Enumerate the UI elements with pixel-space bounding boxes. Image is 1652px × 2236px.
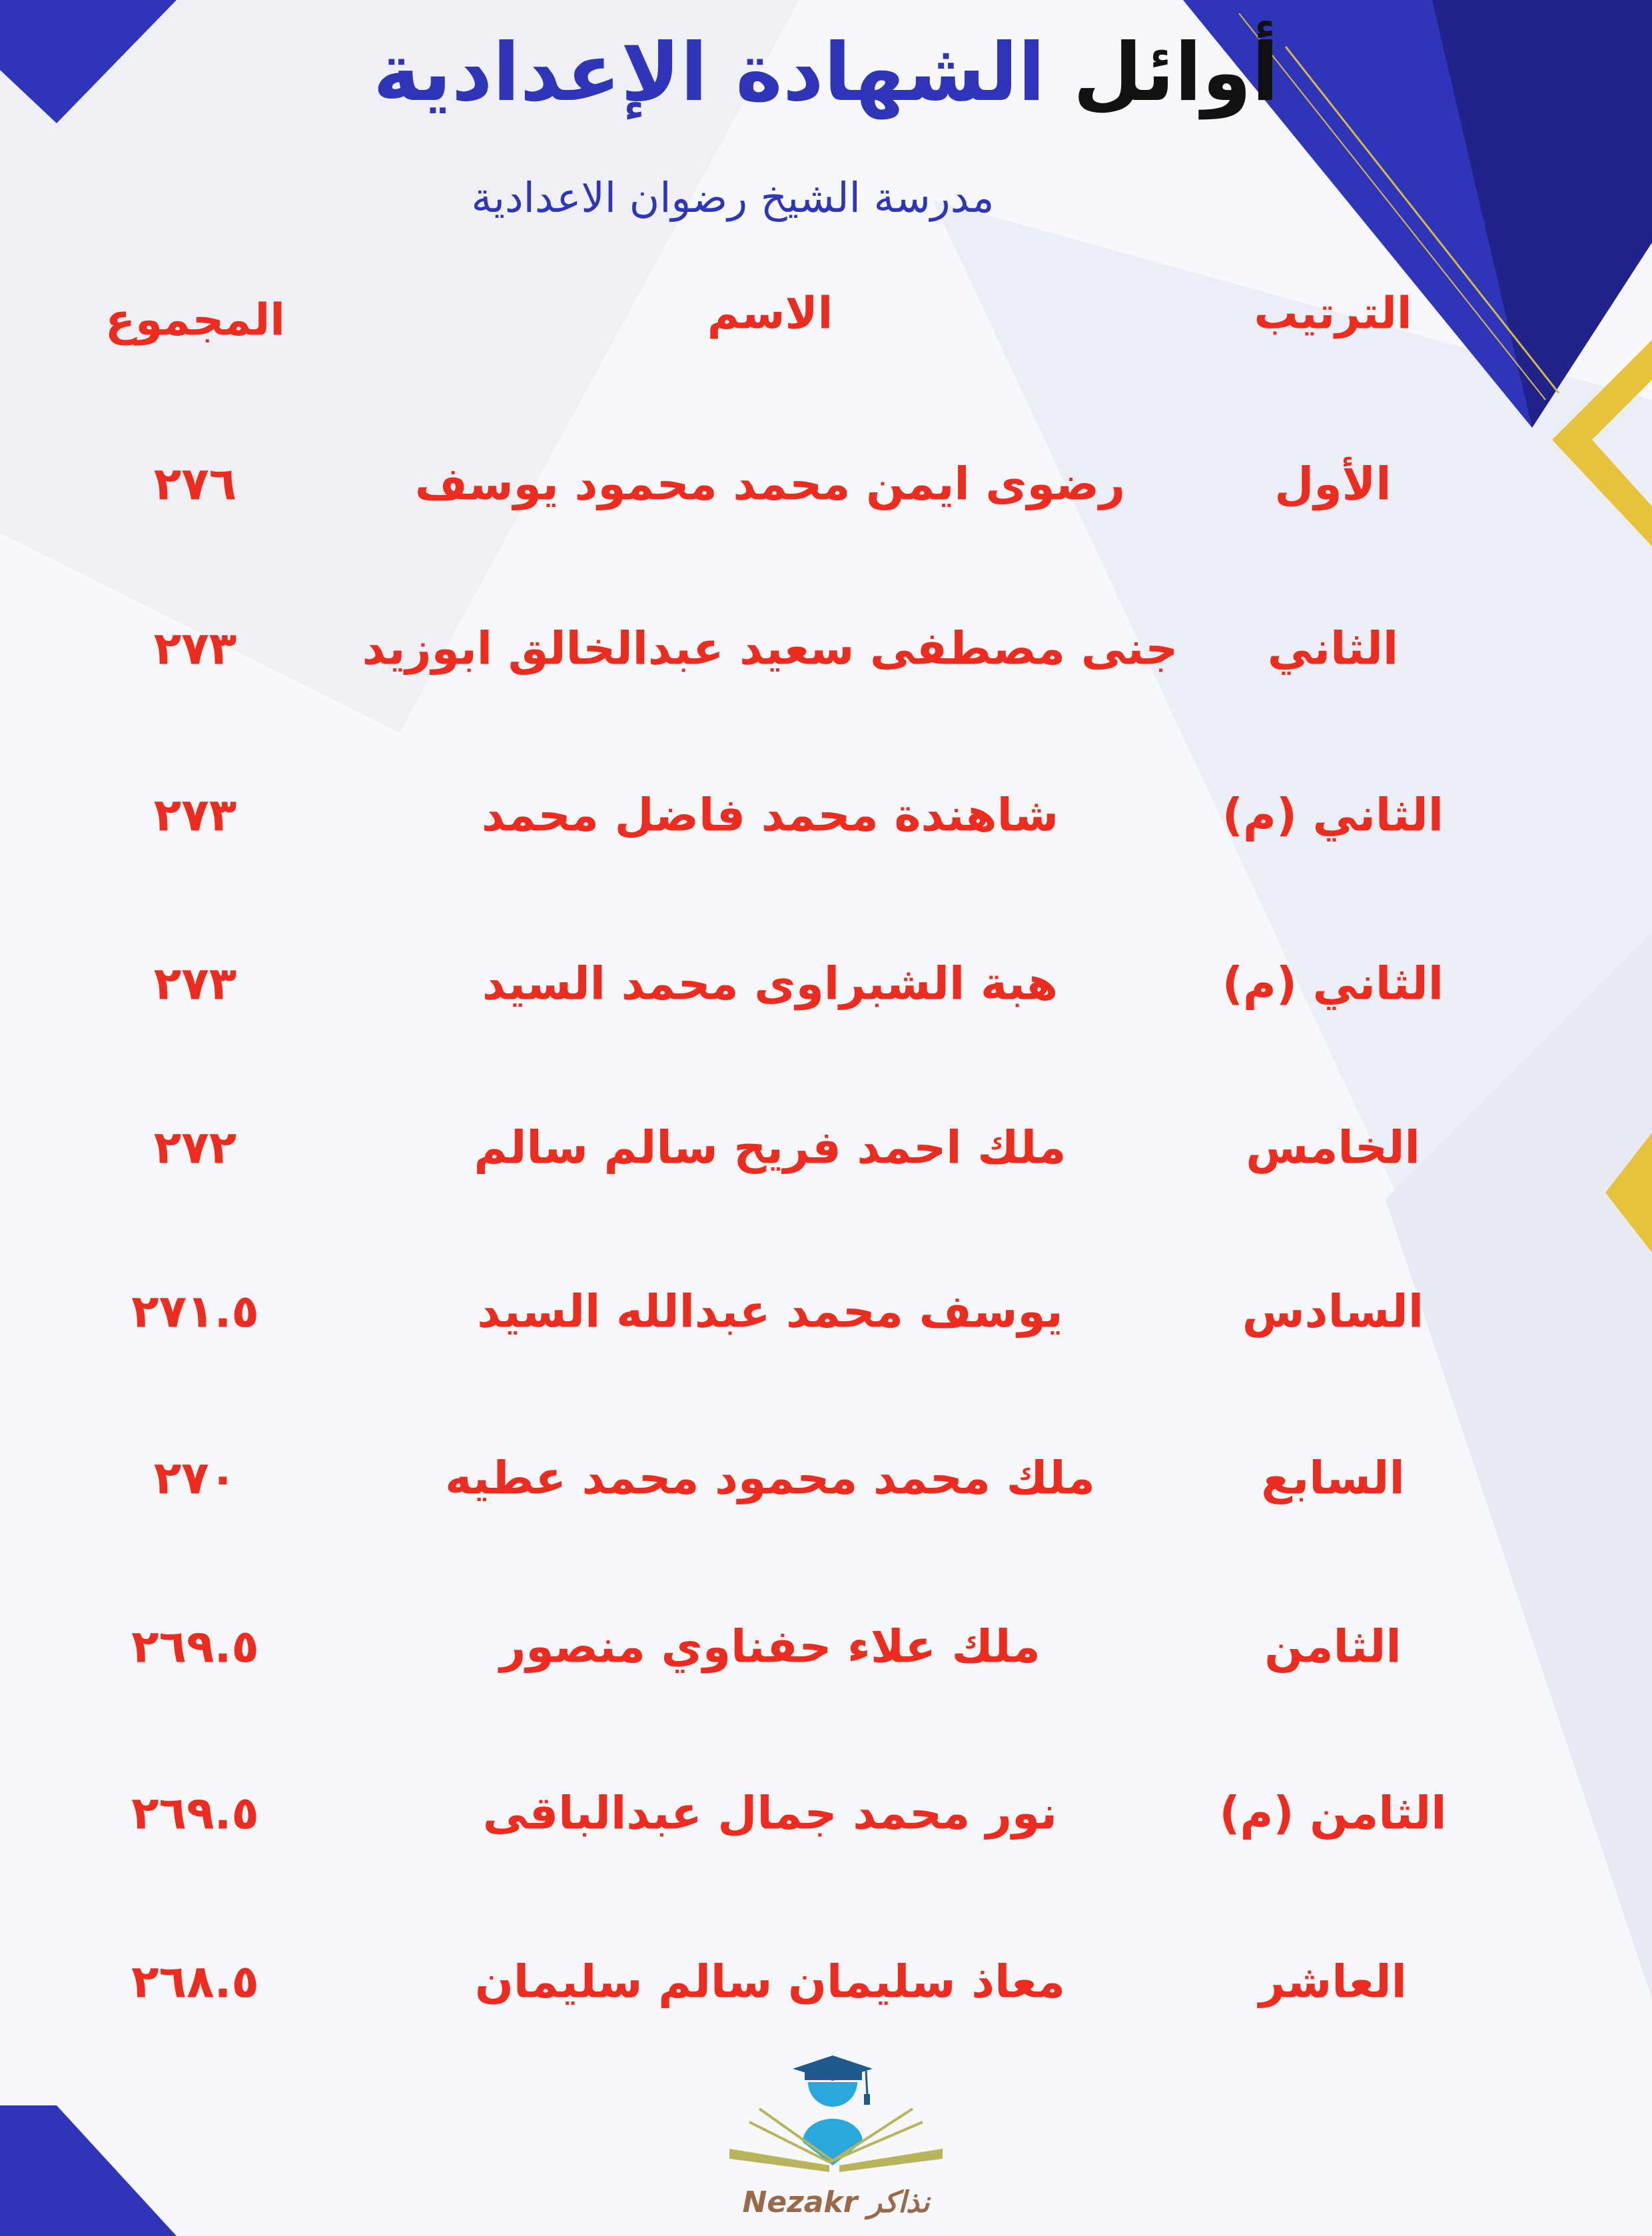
total-cell: ٢٧١.٥ (131, 1285, 259, 1339)
rank-cell: الأول (1274, 458, 1392, 511)
name-cell: نور محمد جمال عبدالباقى (482, 1787, 1058, 1840)
total-cell: ٢٧٠ (153, 1452, 237, 1505)
column-header-total: المجموع (105, 294, 285, 346)
name-cell: شاهندة محمد فاضل محمد (481, 789, 1059, 842)
name-cell: يوسف محمد عبدالله السيد (477, 1285, 1063, 1339)
title-part2: الشهادة الإعدادية (373, 27, 1046, 119)
page-title: أوائل الشهادة الإعدادية (0, 27, 1652, 119)
rank-cell: الثامن (1264, 1620, 1402, 1674)
total-cell: ٢٦٩.٥ (131, 1620, 259, 1674)
total-cell: ٢٧٦ (153, 458, 237, 511)
rank-cell: الثاني (1267, 622, 1399, 676)
rank-cell: السادس (1242, 1285, 1424, 1339)
name-cell: ملك محمد محمود محمد عطيه (445, 1452, 1095, 1505)
total-cell: ٢٦٩.٥ (131, 1787, 259, 1840)
name-cell: رضوى ايمن محمد محمود يوسف (414, 458, 1126, 511)
total-cell: ٢٧٣ (153, 789, 237, 842)
school-name: مدرسة الشيخ رضوان الاعدادية (471, 173, 995, 222)
total-cell: ٢٧٣ (153, 957, 237, 1011)
name-cell: جنى مصطفى سعيد عبدالخالق ابوزيد (362, 622, 1178, 676)
rank-cell: الثامن (م) (1219, 1787, 1447, 1840)
rank-cell: الخامس (1246, 1121, 1420, 1175)
column-header-rank: الترتيب (1254, 287, 1412, 339)
name-cell: هبة الشبراوى محمد السيد (482, 957, 1058, 1011)
column-header-name: الاسم (707, 287, 833, 339)
name-cell: ملك علاء حفناوي منصور (500, 1620, 1040, 1674)
name-cell: معاذ سليمان سالم سليمان (474, 1956, 1066, 2009)
name-cell: ملك احمد فريح سالم سالم (474, 1121, 1066, 1175)
svg-text:Nezakr نذاكر: Nezakr نذاكر (742, 2185, 931, 2220)
total-cell: ٢٧٣ (153, 622, 237, 676)
total-cell: ٢٦٨.٥ (131, 1956, 259, 2009)
rank-cell: الثاني (م) (1222, 957, 1444, 1011)
rank-cell: الثاني (م) (1222, 789, 1444, 842)
title-part1: أوائل (1072, 27, 1279, 119)
nezakr-logo: Nezakr نذاكر (729, 2055, 943, 2220)
total-cell: ٢٧٢ (153, 1121, 237, 1175)
rank-cell: العاشر (1259, 1956, 1407, 2009)
rank-cell: السابع (1261, 1452, 1405, 1505)
